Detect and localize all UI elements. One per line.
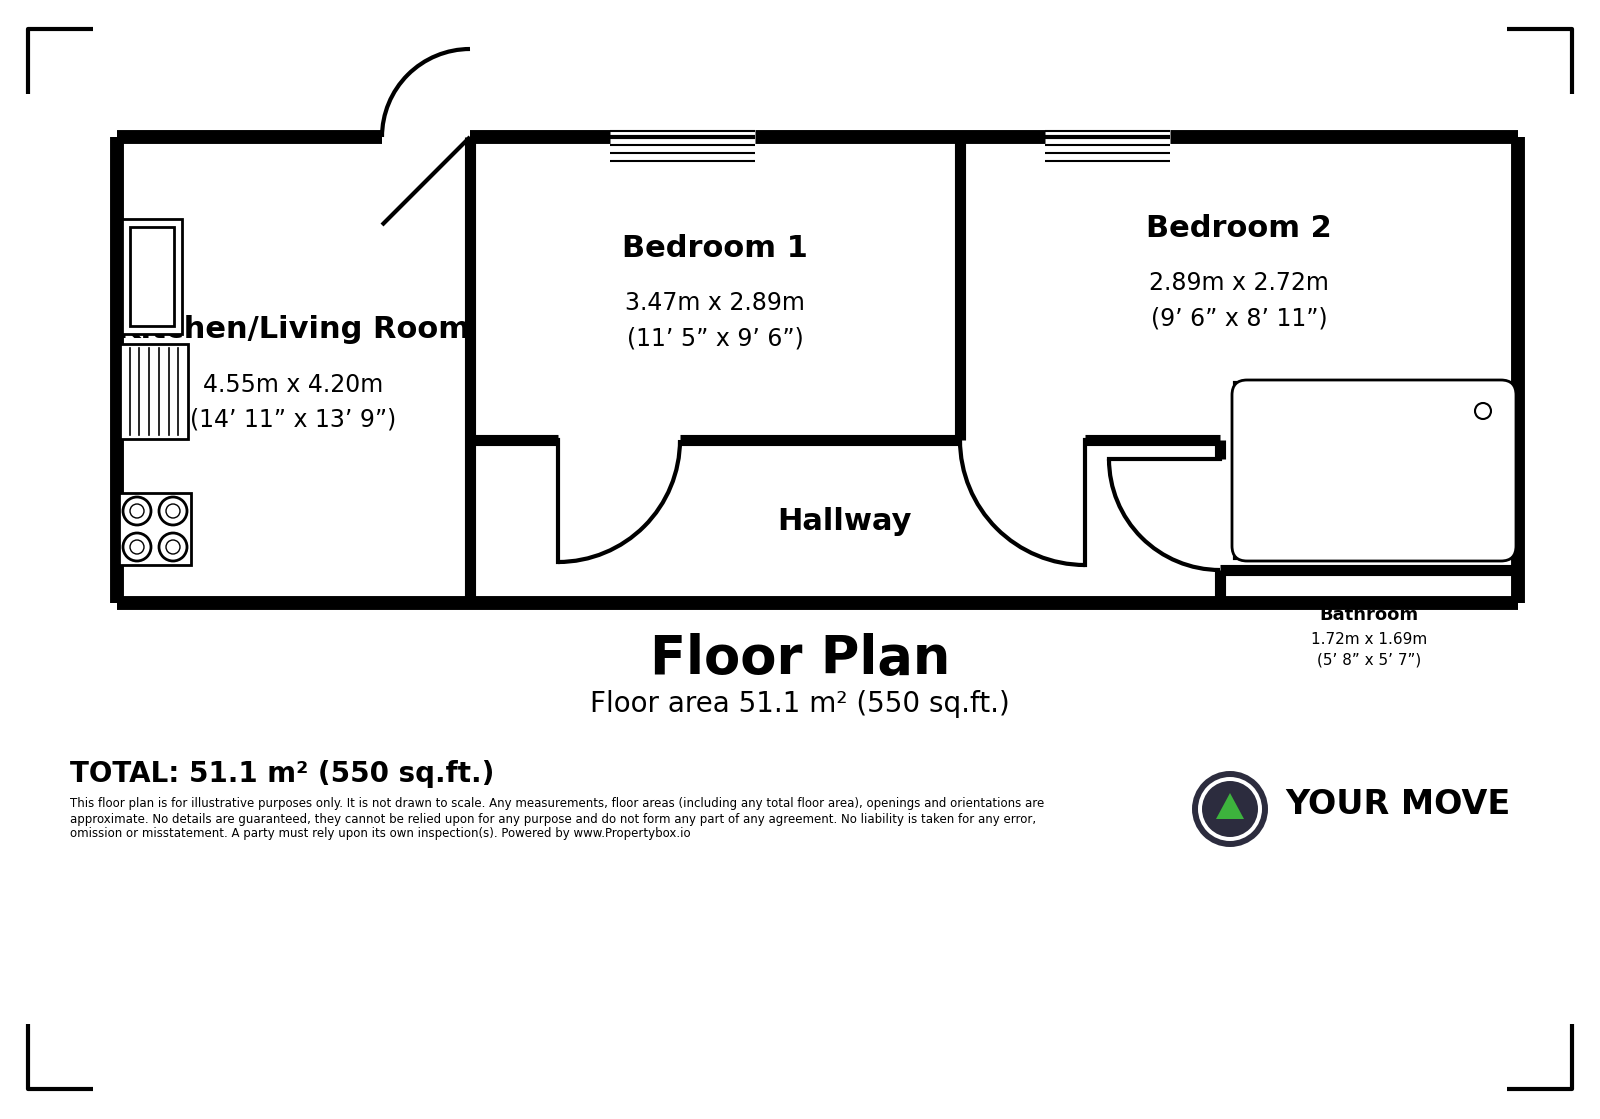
Ellipse shape <box>1358 468 1419 548</box>
Text: (14’ 11” x 13’ 9”): (14’ 11” x 13’ 9”) <box>190 408 397 432</box>
Circle shape <box>123 533 150 561</box>
Circle shape <box>123 497 150 525</box>
Text: 1.72m x 1.69m: 1.72m x 1.69m <box>1310 632 1427 648</box>
Circle shape <box>1192 771 1267 847</box>
Bar <box>1235 383 1514 558</box>
Bar <box>122 219 182 333</box>
Bar <box>1354 440 1424 468</box>
Circle shape <box>1202 781 1258 837</box>
Bar <box>118 493 190 565</box>
Text: YOUR MOVE: YOUR MOVE <box>1285 788 1510 820</box>
Text: (9’ 6” x 8’ 11”): (9’ 6” x 8’ 11”) <box>1150 307 1328 330</box>
Text: Bathroom: Bathroom <box>1320 606 1419 624</box>
Circle shape <box>158 533 187 561</box>
Text: Hallway: Hallway <box>778 507 912 536</box>
Circle shape <box>130 504 144 518</box>
Text: (5’ 8” x 5’ 7”): (5’ 8” x 5’ 7”) <box>1317 652 1421 668</box>
Text: 3.47m x 2.89m: 3.47m x 2.89m <box>626 292 805 316</box>
Text: Bedroom 1: Bedroom 1 <box>622 234 808 263</box>
FancyBboxPatch shape <box>1232 380 1517 561</box>
Text: Kitchen/Living Room: Kitchen/Living Room <box>117 316 470 345</box>
Circle shape <box>166 504 179 518</box>
Circle shape <box>158 497 187 525</box>
Text: Bedroom 2: Bedroom 2 <box>1146 214 1331 243</box>
Text: 4.55m x 4.20m: 4.55m x 4.20m <box>203 373 384 397</box>
Bar <box>130 227 174 326</box>
Text: TOTAL: 51.1 m² (550 sq.ft.): TOTAL: 51.1 m² (550 sq.ft.) <box>70 760 494 788</box>
Circle shape <box>1475 403 1491 419</box>
Text: This floor plan is for illustrative purposes only. It is not drawn to scale. Any: This floor plan is for illustrative purp… <box>70 798 1045 840</box>
Circle shape <box>1198 777 1262 841</box>
Circle shape <box>130 540 144 554</box>
Bar <box>120 344 189 439</box>
Text: Floor area 51.1 m² (550 sq.ft.): Floor area 51.1 m² (550 sq.ft.) <box>590 690 1010 718</box>
Text: 2.89m x 2.72m: 2.89m x 2.72m <box>1149 272 1330 295</box>
Polygon shape <box>1216 793 1245 819</box>
Text: (11’ 5” x 9’ 6”): (11’ 5” x 9’ 6”) <box>627 327 803 350</box>
Text: Floor Plan: Floor Plan <box>650 633 950 685</box>
Circle shape <box>166 540 179 554</box>
